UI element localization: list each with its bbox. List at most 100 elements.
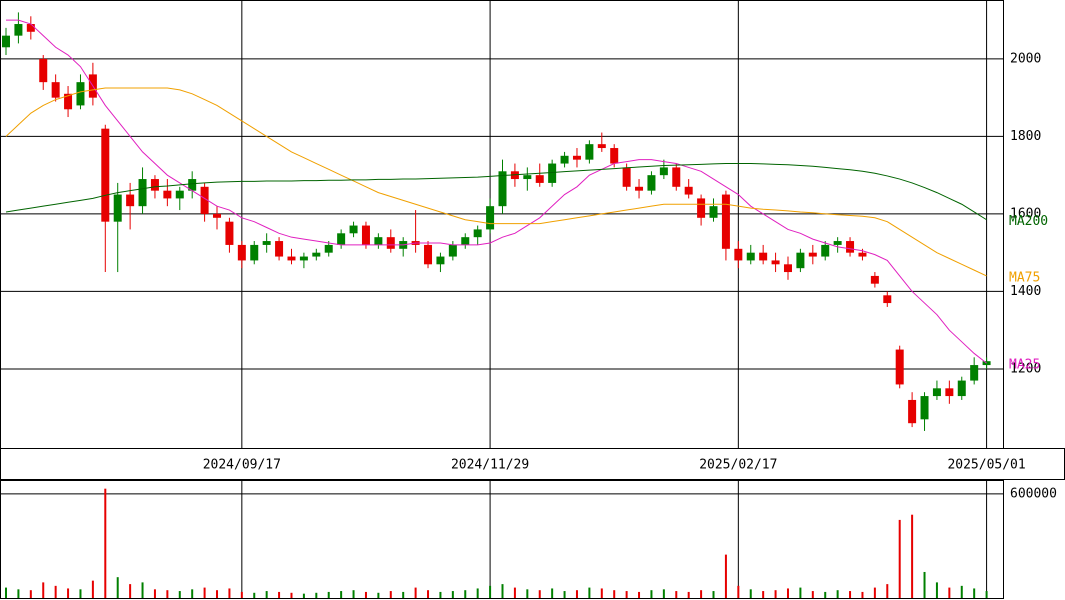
volume-bar (985, 591, 988, 598)
candle-body (870, 275, 879, 284)
moving-average-line (5, 87, 987, 277)
candle-body (684, 186, 693, 195)
candle-body (883, 295, 892, 304)
volume-bar (489, 585, 492, 598)
y-tick-label: 1800 (1010, 129, 1041, 144)
volume-bar (526, 589, 529, 598)
volume-bar (712, 591, 715, 598)
volume-bar (588, 587, 591, 598)
volume-bar (911, 514, 914, 598)
candle-body (424, 244, 433, 265)
candle-body (163, 190, 172, 199)
candle-body (895, 349, 904, 385)
volume-bar (203, 587, 206, 598)
volume-bar (799, 587, 802, 598)
candle-body (237, 244, 246, 261)
volume-bar (464, 590, 467, 598)
candle-body (200, 186, 209, 214)
volume-bar (327, 591, 330, 598)
candle-body (101, 128, 110, 222)
candle-body (2, 35, 10, 48)
volume-bar (935, 582, 938, 598)
volume-bar (923, 571, 926, 598)
volume-bar (700, 590, 703, 598)
candle-body (349, 225, 358, 234)
candle-body (796, 252, 805, 269)
moving-average-line (5, 163, 987, 221)
candle-body (721, 194, 730, 249)
candle-body (386, 237, 395, 249)
volume-bar (724, 554, 727, 598)
candle-body (783, 264, 792, 273)
volume-bar (5, 587, 7, 598)
candle-body (548, 163, 557, 183)
candle-body (535, 175, 544, 183)
volume-bar (861, 591, 864, 598)
ma-label: MA200 (1009, 214, 1048, 229)
volume-bar (762, 591, 765, 598)
volume-bar (364, 591, 367, 598)
volume-bar (104, 488, 107, 598)
volume-bar (42, 582, 45, 598)
volume-bar (191, 589, 194, 598)
volume-bar (414, 587, 417, 598)
candle-body (287, 256, 296, 261)
candle-body (572, 155, 581, 160)
volume-bar (650, 590, 653, 598)
candle-body (523, 175, 532, 180)
volume-bar (253, 592, 256, 598)
candle-body (436, 256, 445, 265)
volume-bar (377, 592, 380, 598)
volume-bar (538, 590, 541, 598)
candle-body (448, 244, 457, 257)
volume-bar (17, 589, 20, 598)
volume-bar (116, 577, 119, 598)
candle-body (175, 190, 184, 199)
x-tick-label: 2024/11/29 (451, 458, 529, 473)
volume-bar (54, 585, 57, 598)
volume-bar (278, 591, 281, 598)
volume-bar (427, 590, 430, 598)
candle-body (846, 241, 855, 253)
volume-bar (340, 591, 343, 598)
candle-body (486, 206, 495, 230)
x-tick-label: 2025/05/01 (947, 458, 1025, 473)
candle-body (275, 241, 284, 257)
candle-body (299, 256, 308, 261)
ma-label: MA25 (1009, 358, 1040, 373)
volume-bar (824, 591, 827, 598)
ma-label: MA75 (1009, 270, 1040, 285)
volume-bar (600, 588, 603, 598)
volume-bar (836, 590, 839, 598)
volume-bar (290, 592, 293, 598)
candle-body (262, 241, 271, 245)
candle-body (858, 252, 867, 257)
volume-bar (886, 584, 889, 598)
candle-body (709, 206, 718, 218)
candle-body (920, 396, 929, 420)
x-tick-label: 2025/02/17 (699, 458, 777, 473)
candle-body (26, 24, 35, 32)
volume-bar (476, 588, 479, 598)
volume-bar (625, 591, 628, 598)
candle-body (225, 221, 234, 245)
volume-bar (774, 590, 777, 598)
volume-bar (228, 588, 231, 598)
candle-body (734, 248, 743, 261)
volume-bar (451, 591, 454, 598)
volume-bar (439, 591, 442, 598)
volume-bar (302, 593, 305, 598)
volume-bar (389, 591, 392, 598)
candle-body (945, 388, 954, 397)
volume-bar (687, 591, 690, 598)
candle-body (374, 237, 383, 245)
volume-bar (166, 590, 169, 598)
volume-bar (960, 585, 963, 598)
volume-bar (563, 591, 566, 598)
volume-bar (638, 591, 641, 598)
candle-body (597, 144, 606, 149)
candle-body (312, 252, 321, 257)
candle-body (337, 233, 346, 245)
candle-body (970, 365, 979, 381)
